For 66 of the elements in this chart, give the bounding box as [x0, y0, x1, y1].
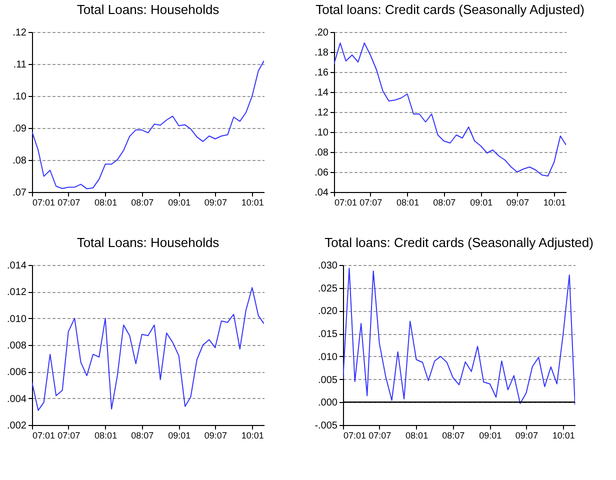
x-tick-label: 09:07	[204, 430, 227, 440]
y-tick-label: .11	[13, 60, 27, 70]
chart-title: Total Loans: Households	[76, 2, 220, 17]
x-tick-label: 08:01	[396, 198, 420, 208]
y-tick-label: .025	[318, 283, 338, 294]
chart-title: Total Loans: Households	[76, 235, 220, 250]
x-tick-label: 07:01	[32, 198, 56, 208]
x-tick-label: 08:07	[442, 430, 465, 440]
y-tick-label: .12	[314, 108, 329, 118]
y-tick-label: -.005	[314, 420, 338, 432]
x-tick-label: 07:07	[58, 198, 80, 208]
x-tick-label: 10:01	[241, 430, 264, 440]
y-tick-label: .10	[12, 92, 27, 102]
x-tick-label: 10:01	[543, 198, 566, 208]
y-tick-label: .004	[7, 394, 27, 405]
y-tick-label: .07	[12, 188, 27, 198]
y-tick-label: .08	[12, 156, 27, 166]
x-tick-label: 09:07	[506, 198, 529, 208]
x-tick-label: 09:01	[168, 198, 191, 208]
y-tick-label: .20	[314, 28, 329, 38]
y-tick-label: .010	[318, 352, 338, 363]
y-tick-label: .014	[7, 260, 27, 272]
x-tick-label: 09:01	[168, 430, 191, 440]
y-tick-label: .09	[12, 124, 27, 134]
x-tick-label: 08:01	[406, 430, 428, 440]
line-series	[343, 268, 575, 406]
y-tick-label: .10	[314, 128, 329, 138]
y-tick-label: .14	[314, 88, 329, 98]
x-tick-label: 07:01	[32, 430, 56, 440]
y-tick-label: .002	[7, 420, 27, 432]
x-tick-label: 09:01	[479, 430, 502, 440]
y-tick-label: .020	[318, 306, 338, 318]
y-tick-label: .08	[314, 148, 329, 158]
x-tick-label: 07:07	[360, 198, 382, 208]
x-tick-label: 08:07	[131, 430, 154, 440]
x-tick-label: 09:07	[515, 430, 538, 440]
y-tick-label: .04	[314, 188, 329, 198]
y-tick-label: .16	[314, 68, 329, 78]
x-tick-label: 09:01	[470, 198, 493, 208]
x-tick-label: 10:01	[241, 198, 264, 208]
y-tick-label: .015	[318, 329, 338, 340]
x-tick-label: 08:07	[433, 198, 456, 208]
y-tick-label: .000	[318, 398, 338, 409]
chart-title: Total loans: Credit cards (Seasonally Adjusted)	[316, 2, 584, 17]
line-series	[32, 287, 264, 411]
y-tick-label: .008	[7, 340, 27, 352]
y-tick-label: .010	[7, 314, 27, 325]
x-tick-label: 09:07	[204, 198, 227, 208]
x-tick-label: 07:07	[58, 430, 80, 440]
y-tick-label: .005	[318, 374, 338, 386]
line-series	[334, 42, 566, 176]
y-tick-label: .12	[12, 28, 27, 38]
chart-title: Total loans: Credit cards (Seasonally Adjusted)	[324, 235, 594, 250]
x-tick-label: 07:07	[368, 430, 392, 440]
x-tick-label: 07:01	[334, 198, 358, 208]
x-tick-label: 08:01	[94, 430, 118, 440]
x-tick-label: 10:01	[552, 430, 575, 440]
x-tick-label: 07:01	[344, 430, 366, 440]
x-tick-label: 08:07	[131, 198, 154, 208]
line-series	[32, 60, 264, 190]
y-tick-label: .030	[318, 260, 338, 272]
y-tick-label: .06	[314, 168, 329, 178]
x-tick-label: 08:01	[94, 198, 118, 208]
y-tick-label: .006	[7, 367, 27, 378]
y-tick-label: .012	[7, 287, 27, 298]
y-tick-label: .18	[314, 48, 329, 58]
